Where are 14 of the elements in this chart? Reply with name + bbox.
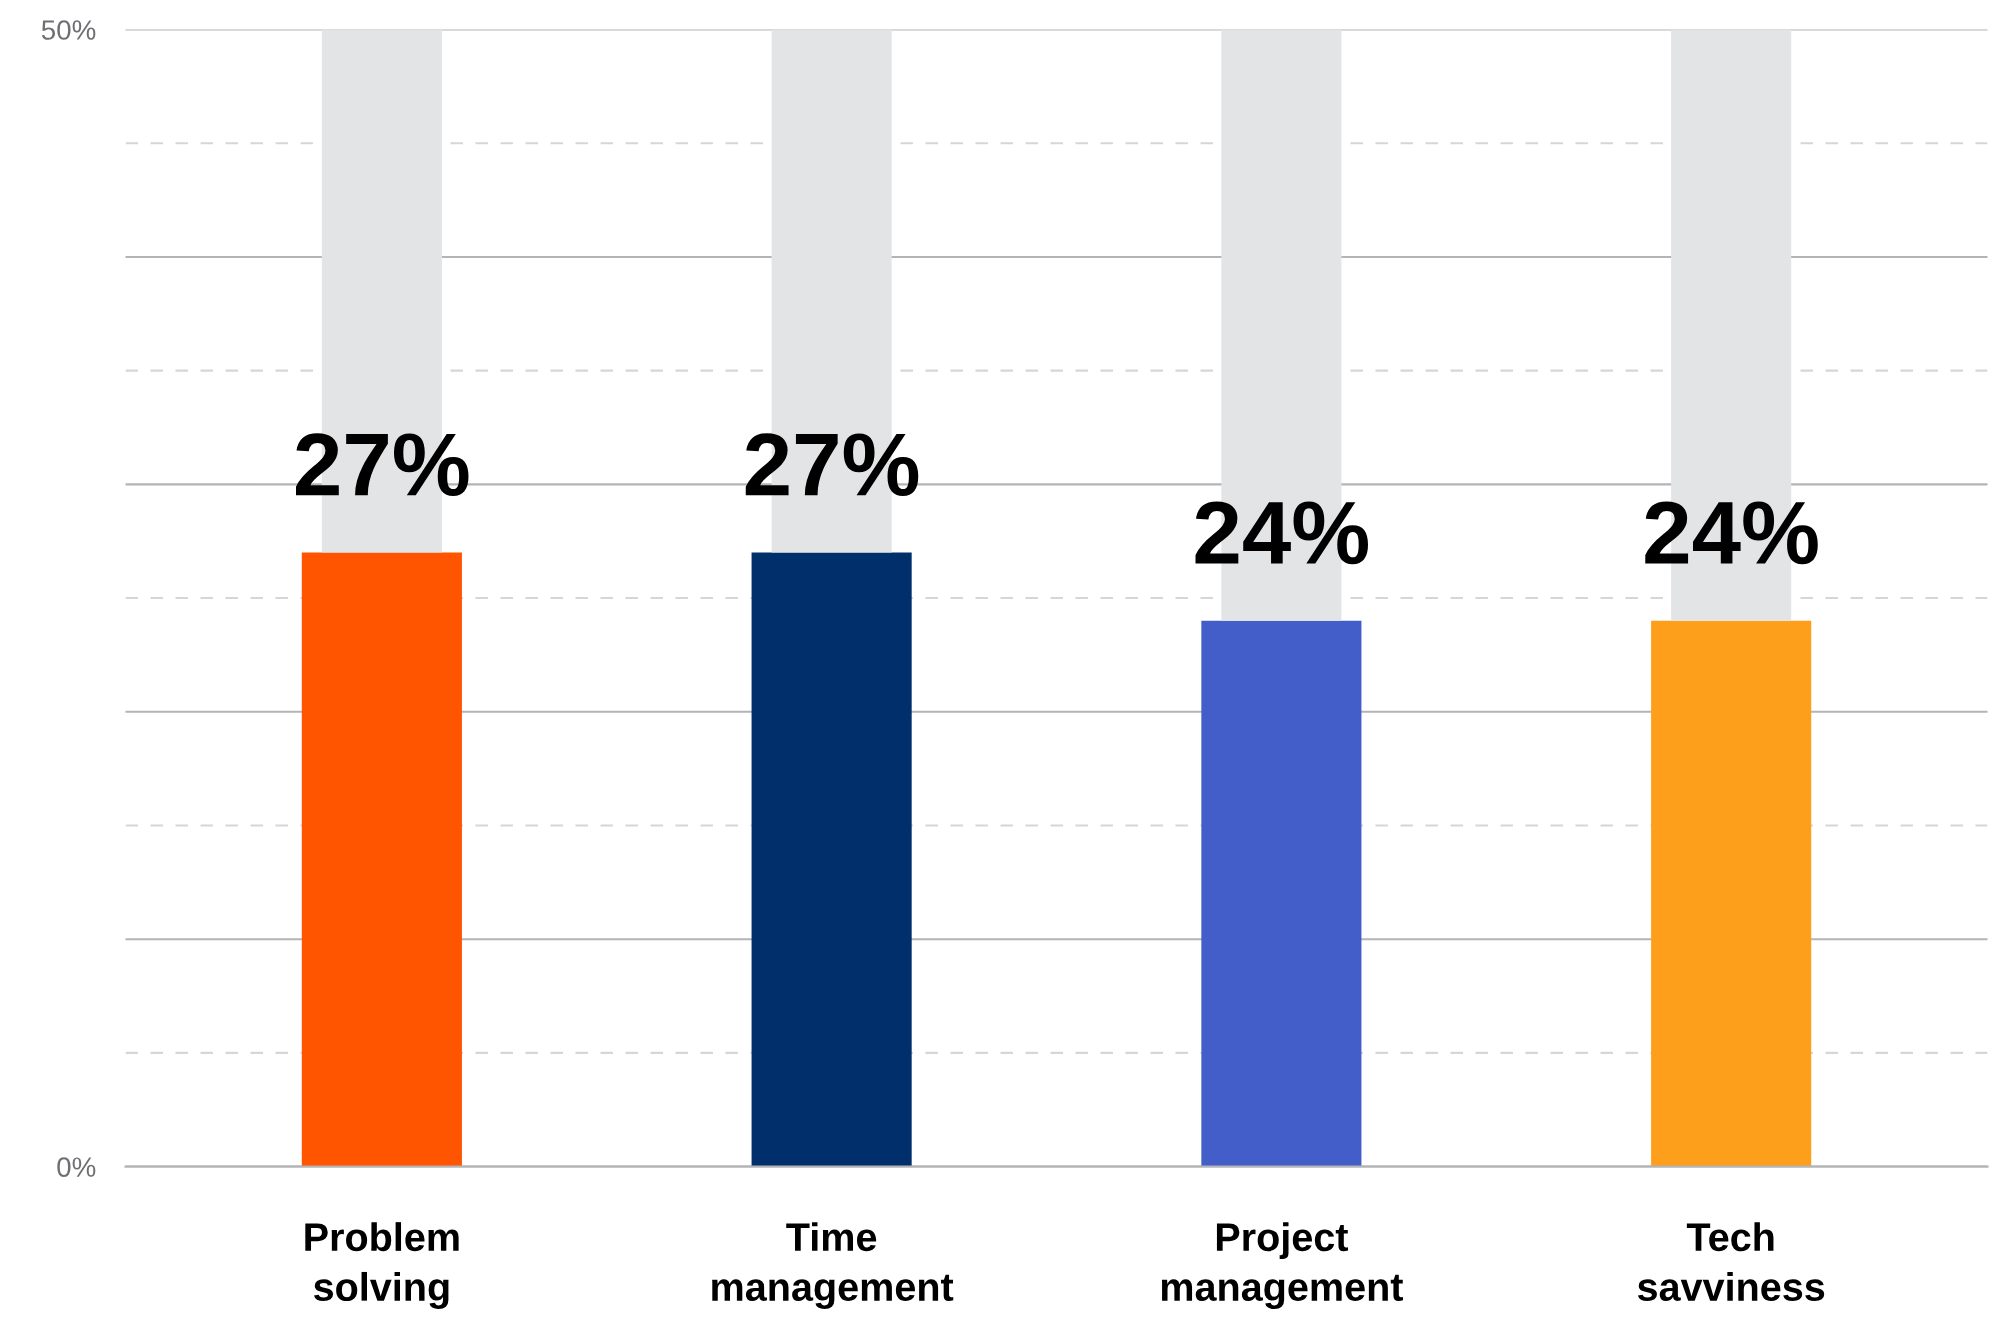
data-label: 27%: [745, 433, 919, 496]
data-label: 27%: [296, 433, 469, 496]
y-tick-label: 50%: [41, 20, 96, 40]
x-tick-label: Time management: [712, 1222, 954, 1310]
data-label: 24%: [1195, 501, 1369, 565]
bar: [751, 552, 912, 1167]
bar: [1651, 620, 1812, 1167]
bar: [1201, 620, 1362, 1167]
x-tick-label: Project management: [1161, 1222, 1403, 1310]
y-tick-label: 0%: [57, 1157, 96, 1177]
data-label: 24%: [1645, 501, 1818, 565]
x-tick-label: Tech savviness: [1637, 1222, 1825, 1302]
bar: [301, 552, 462, 1167]
x-tick-label: Problem solving: [305, 1222, 459, 1310]
